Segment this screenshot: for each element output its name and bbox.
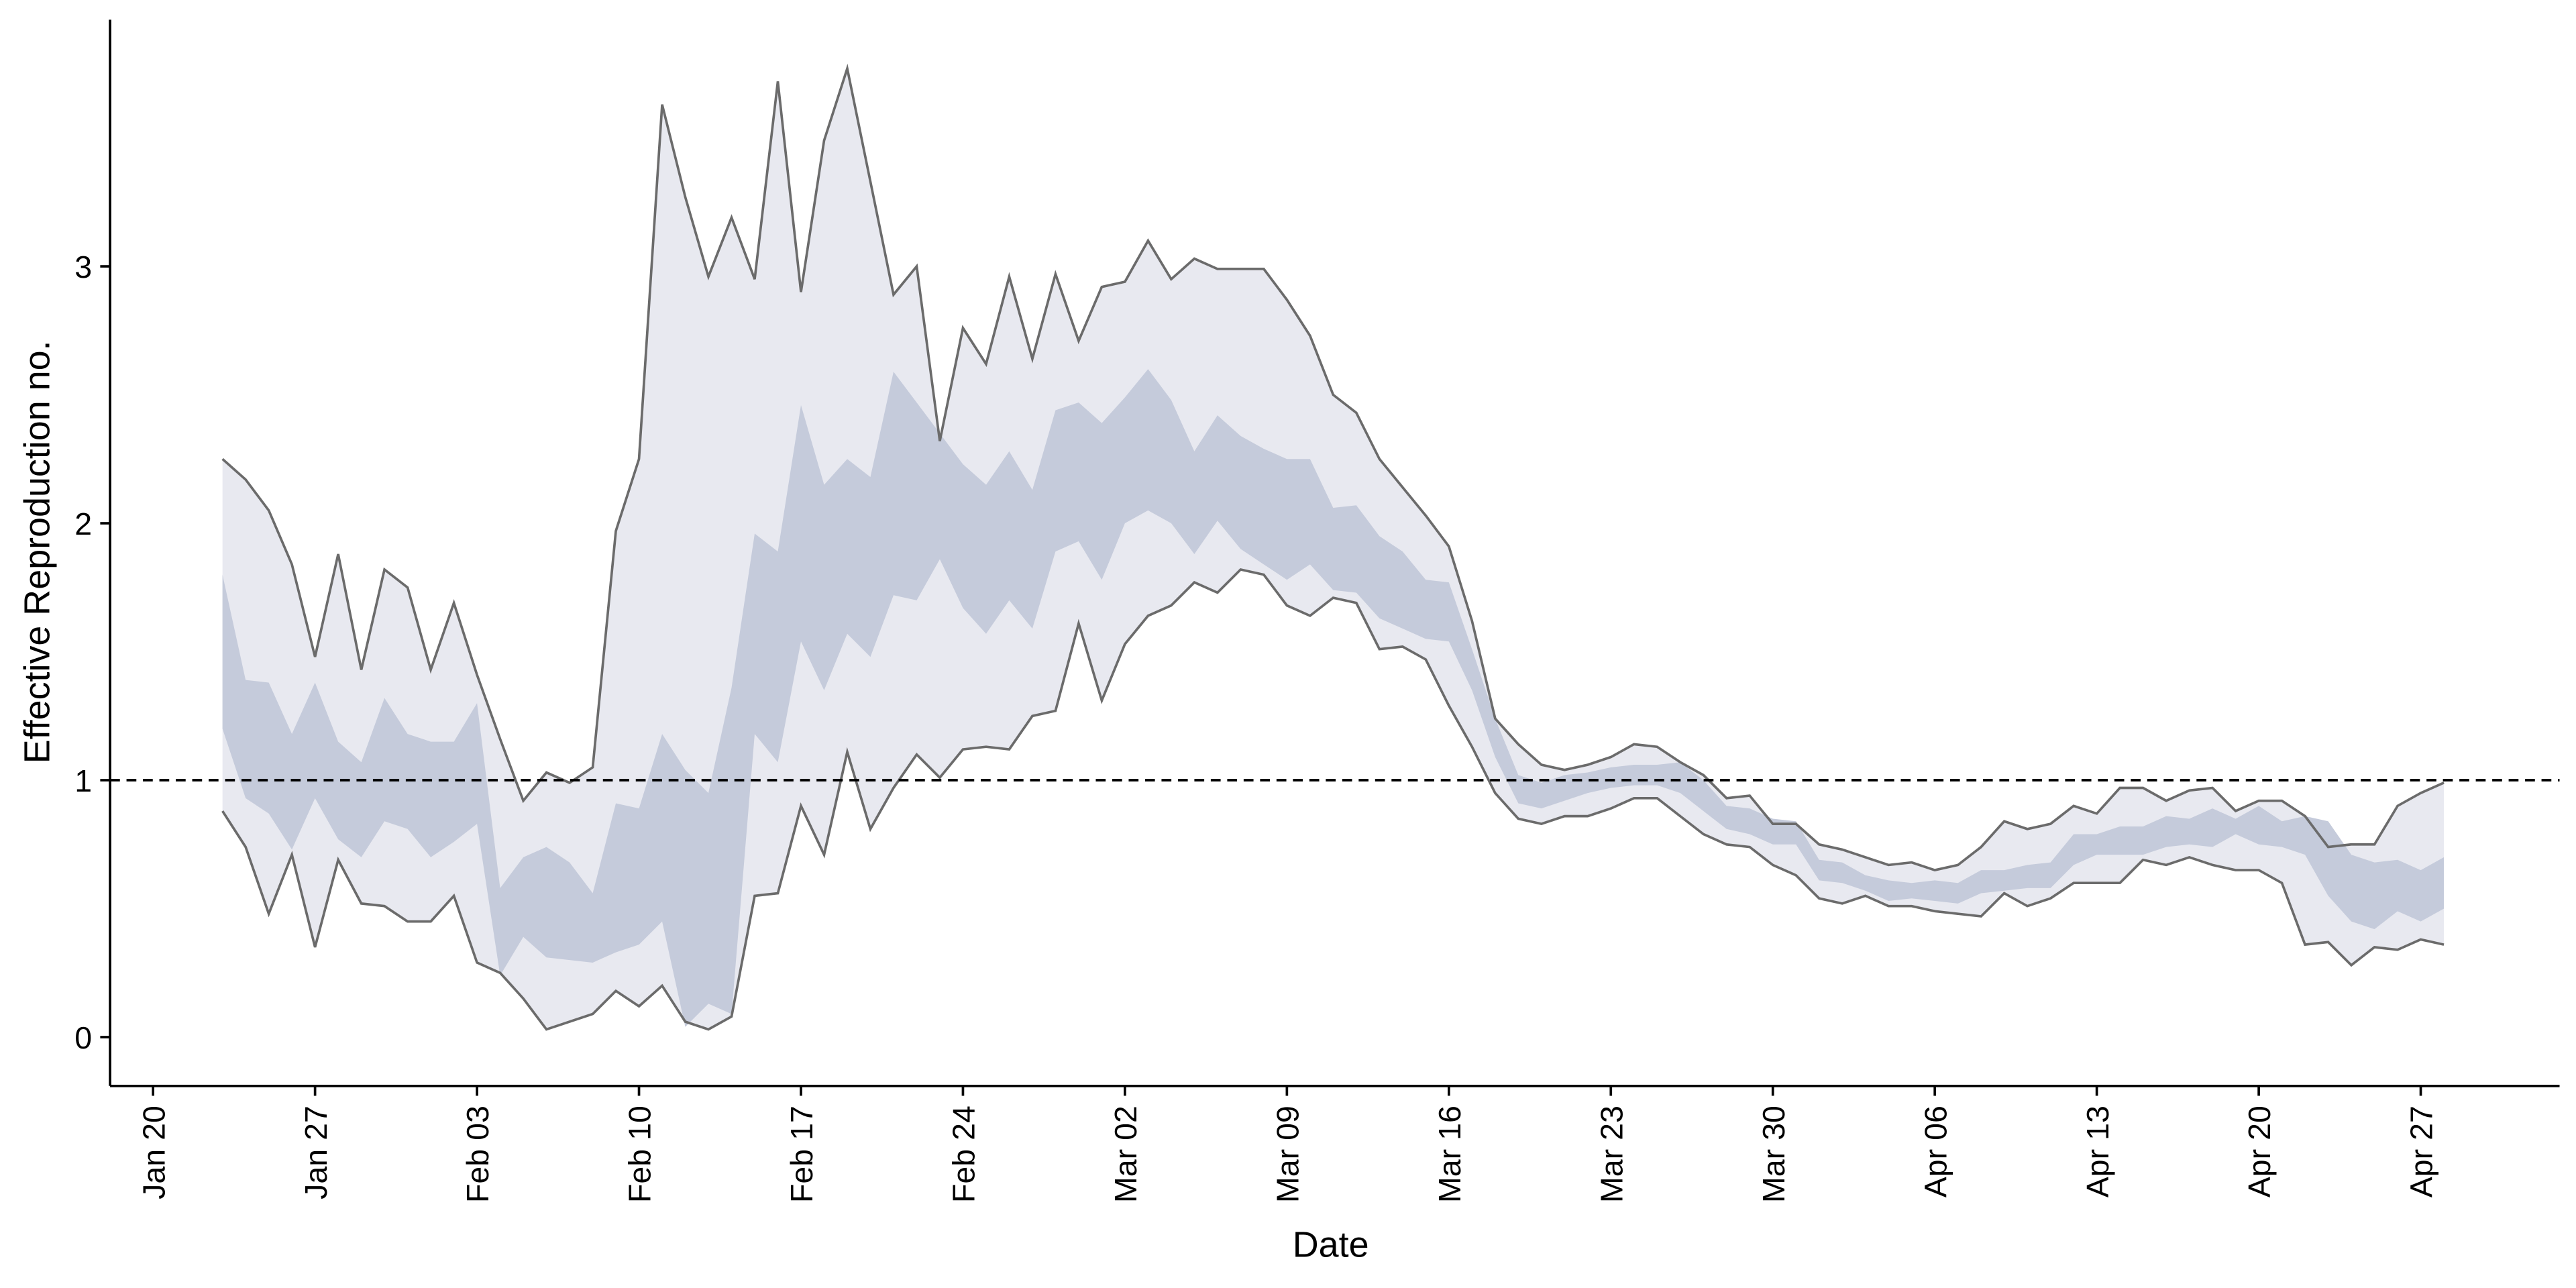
band-edge-line — [221, 63, 2445, 871]
x-tick-label: Feb 17 — [784, 1106, 819, 1203]
x-tick-label: Mar 16 — [1432, 1106, 1467, 1203]
x-tick-label: Mar 02 — [1108, 1106, 1143, 1203]
x-tick-label: Apr 06 — [1918, 1106, 1953, 1197]
x-tick-label: Feb 24 — [947, 1106, 981, 1203]
x-tick-label: Mar 09 — [1271, 1106, 1305, 1203]
x-tick-label: Jan 20 — [136, 1106, 171, 1199]
x-tick-label: Mar 30 — [1756, 1106, 1791, 1203]
x-tick-label: Feb 10 — [623, 1106, 657, 1203]
y-tick-label: 0 — [74, 1020, 92, 1055]
band-edge-line — [221, 568, 2445, 1031]
y-axis-label: Effective Reproduction no. — [17, 340, 57, 763]
x-tick-label: Apr 20 — [2242, 1106, 2277, 1197]
x-tick-label: Apr 27 — [2404, 1106, 2439, 1197]
x-tick-label: Mar 23 — [1594, 1106, 1629, 1203]
y-tick-label: 2 — [74, 506, 92, 541]
x-axis-label: Date — [1293, 1224, 1369, 1265]
x-tick-label: Apr 13 — [2080, 1106, 2115, 1197]
x-tick-label: Feb 03 — [460, 1106, 495, 1203]
y-tick-label: 1 — [74, 763, 92, 798]
x-tick-label: Jan 27 — [299, 1106, 333, 1199]
y-tick-label: 3 — [74, 250, 92, 284]
